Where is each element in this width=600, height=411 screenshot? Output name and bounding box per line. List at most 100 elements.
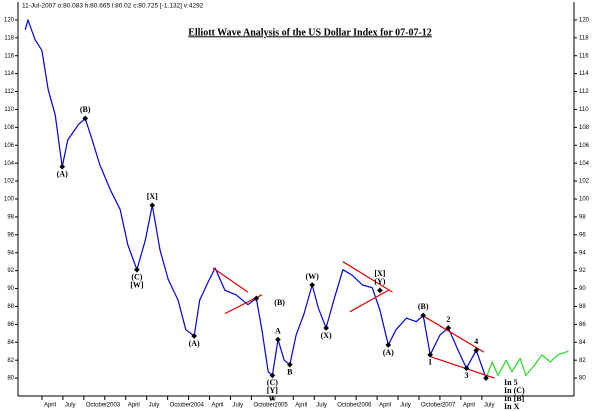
x-tick-label: April [212,403,224,409]
y-tick-label-right: 112 [579,89,589,95]
y-tick-label-left: 90 [7,286,14,292]
x-tick-label: 2003 [107,403,121,409]
y-tick-label-left: 112 [4,89,14,95]
y-tick-label-right: 82 [579,358,586,364]
pivot-marker [191,333,197,339]
x-tick-label: October [337,403,358,409]
wave-label: (B) [418,302,429,311]
x-tick-label: April [463,403,475,409]
pivot-marker [323,325,329,331]
wave-label: In (C) [504,386,525,395]
wave-label: (A) [57,170,68,179]
x-tick-label: July [316,403,327,409]
y-tick-label-left: 104 [4,161,15,167]
y-tick-label-left: 94 [7,250,14,256]
wave-label: 1 [428,358,432,367]
wave-label: [Y] [267,386,278,395]
y-tick-label-right: 90 [579,286,586,292]
price-line [485,350,569,379]
pivot-marker [286,361,293,368]
wave-label: (Y) [374,277,385,286]
y-tick-label-right: 108 [579,125,590,131]
y-tick-label-right: 84 [579,340,586,346]
y-tick-label-left: 100 [4,197,15,203]
wave-label: 2 [446,315,450,324]
y-tick-label-right: 120 [579,17,590,23]
y-tick-label-left: 96 [7,232,14,238]
x-tick-label: 2004 [191,403,205,409]
x-tick-label: 2007 [442,403,456,409]
y-tick-label-right: 100 [579,197,590,203]
x-tick-label: 2005 [274,403,288,409]
x-tick-label: July [484,403,495,409]
x-tick-label: April [44,403,56,409]
wave-label: 4 [474,337,478,346]
pivot-marker [420,312,427,319]
wave-label: (C) [267,378,278,387]
y-tick-label-left: 80 [7,376,14,382]
pivot-marker [253,295,260,302]
pivot-marker [385,342,392,348]
y-tick-label-left: 120 [4,17,15,23]
pivot-marker [445,325,452,331]
y-tick-label-right: 80 [579,376,586,382]
y-tick-label-right: 104 [579,161,590,167]
pivot-marker [427,351,433,358]
y-tick-label-right: 92 [579,268,586,274]
wave-label: In [B] [504,394,525,403]
y-tick-label-left: 116 [4,53,14,59]
x-tick-label: April [379,403,391,409]
pivot-marker [463,365,470,372]
y-tick-label-left: 114 [4,71,14,77]
x-tick-label: October [421,403,442,409]
wave-label: In X [504,402,520,411]
y-tick-label-left: 110 [4,107,14,113]
header-info: 11-Jul-2007 o:80.083 h:80.665 l:80.02 c:… [22,3,204,10]
x-tick-label: April [295,403,307,409]
trendline [349,289,389,313]
trendline [423,315,485,353]
trendline [429,356,495,379]
wave-label: B [287,367,293,376]
wave-label: [X] [147,192,158,201]
wave-label: [W] [130,281,144,290]
pivot-marker [269,372,276,379]
pivot-marker [149,202,156,209]
y-tick-label-left: 84 [7,340,14,346]
y-tick-label-right: 118 [579,35,589,41]
pivot-marker [82,115,89,122]
wave-label: A [275,326,281,335]
y-tick-label-left: 106 [4,143,15,149]
pivot-marker [473,347,480,354]
y-tick-label-right: 94 [579,250,586,256]
y-tick-label-left: 86 [7,322,14,328]
wave-label: (A) [189,339,200,348]
x-tick-label: July [232,403,243,409]
x-tick-label: October [170,403,191,409]
wave-label: 3 [464,371,468,380]
y-tick-label-left: 118 [4,35,14,41]
y-tick-label-right: 86 [579,322,586,328]
wave-label: (C) [131,273,142,282]
wave-label: [X] [374,269,385,278]
y-tick-label-right: 114 [579,71,589,77]
wave-label: (W) [305,272,319,281]
pivot-marker [275,336,281,343]
wave-label: (B) [80,105,91,114]
trendline [342,261,393,293]
chart-title: Elliott Wave Analysis of the US Dollar I… [188,27,432,38]
y-tick-label-left: 88 [7,304,14,310]
y-tick-label-right: 96 [579,232,586,238]
pivot-marker [134,266,140,273]
x-tick-label: October [86,403,107,409]
x-tick-label: July [400,403,411,409]
y-tick-label-left: 92 [7,268,14,274]
pivot-marker [377,287,383,294]
pivot-marker [483,375,489,381]
y-tick-label-left: 82 [7,358,14,364]
x-tick-label: 2006 [358,403,372,409]
y-tick-label-right: 106 [579,143,590,149]
